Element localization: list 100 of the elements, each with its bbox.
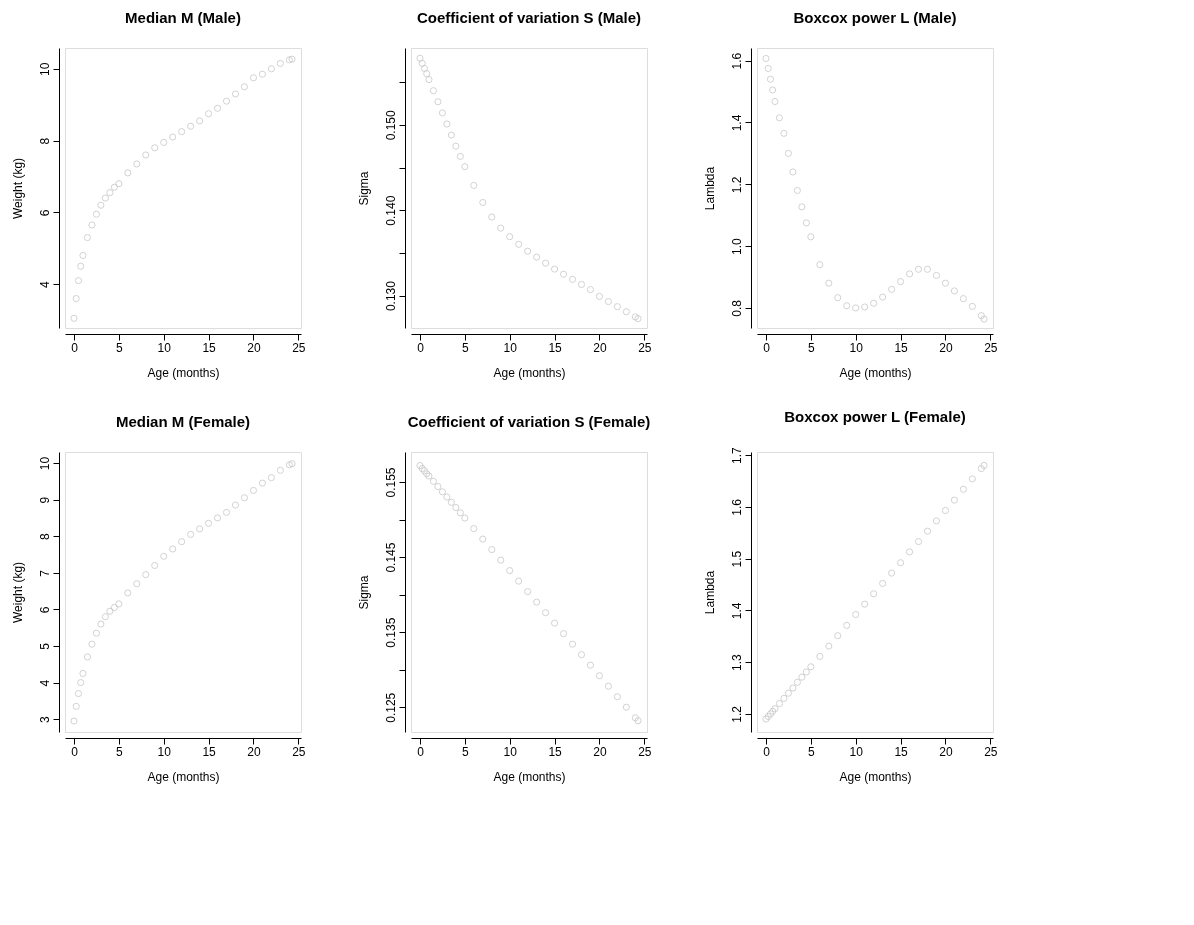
point	[766, 710, 775, 718]
point	[515, 577, 523, 585]
y-axis-title: Sigma	[356, 575, 371, 610]
point	[434, 98, 442, 106]
point	[285, 461, 293, 469]
point	[533, 253, 541, 261]
y-tick-label: 1.4	[729, 114, 744, 132]
point	[92, 629, 100, 637]
point	[533, 598, 541, 606]
y-tick-label: 9	[37, 496, 52, 504]
point	[142, 571, 150, 579]
x-tick-label: 20	[247, 744, 261, 759]
x-tick-label: 5	[116, 340, 123, 355]
x-tick-label: 5	[462, 340, 469, 355]
point	[784, 149, 792, 157]
point	[438, 109, 446, 117]
point	[631, 313, 639, 321]
point	[479, 198, 487, 207]
point	[434, 482, 442, 491]
point	[807, 663, 815, 671]
point	[133, 160, 141, 168]
point	[595, 672, 604, 680]
point	[769, 86, 777, 94]
point	[802, 668, 810, 676]
x-tick-label: 20	[939, 340, 953, 355]
x-tick-label: 20	[939, 744, 953, 759]
point	[764, 712, 772, 721]
point	[249, 74, 258, 82]
y-tick-label: 1.3	[729, 653, 744, 671]
y-tick-label: 7	[37, 569, 52, 577]
point	[276, 466, 284, 474]
x-tick-label: 15	[548, 340, 563, 355]
point	[452, 503, 460, 512]
point	[631, 714, 639, 722]
point	[443, 493, 451, 501]
point	[258, 70, 266, 78]
y-tick-label: 1.6	[729, 498, 744, 516]
point	[497, 224, 505, 232]
y-tick-label: 4	[37, 679, 52, 687]
point	[780, 694, 788, 702]
y-tick-label: 8	[37, 137, 52, 145]
point	[142, 151, 150, 159]
point	[124, 589, 132, 597]
point	[834, 632, 842, 640]
x-axis-title: Age (months)	[147, 365, 220, 380]
x-tick-label: 10	[849, 744, 864, 759]
y-tick-label: 1.0	[729, 237, 744, 255]
point	[568, 640, 577, 648]
point	[124, 169, 132, 177]
point	[461, 163, 469, 171]
point	[977, 464, 985, 473]
point	[470, 181, 478, 190]
point	[110, 603, 118, 612]
point	[622, 703, 630, 711]
point	[766, 75, 775, 83]
point	[420, 64, 429, 73]
point	[586, 286, 595, 294]
y-tick-label: 0.125	[383, 692, 398, 723]
x-tick-label: 0	[763, 744, 771, 759]
point	[784, 689, 792, 697]
point	[798, 203, 806, 211]
point	[416, 54, 424, 62]
point	[240, 83, 249, 91]
point	[506, 567, 514, 575]
chart-title: Coefficient of variation S (Male)	[416, 9, 642, 26]
y-tick-label: 0.130	[383, 280, 398, 312]
point	[613, 303, 621, 311]
point	[888, 569, 896, 577]
point	[92, 210, 100, 218]
point	[825, 642, 833, 650]
point	[604, 682, 612, 690]
point	[932, 271, 941, 280]
point	[133, 580, 141, 588]
point	[470, 524, 478, 533]
y-tick-label: 8	[37, 533, 52, 541]
point	[461, 514, 469, 522]
point	[452, 142, 460, 150]
x-tick-label: 15	[548, 744, 563, 759]
point	[267, 65, 275, 73]
x-axis-title: Age (months)	[147, 769, 220, 784]
point	[447, 131, 455, 139]
y-tick-label: 1.7	[729, 446, 744, 464]
point	[789, 684, 797, 692]
x-tick-label: 10	[503, 744, 518, 759]
x-axis-title: Age (months)	[493, 769, 566, 784]
point	[634, 717, 642, 725]
x-tick-label: 25	[984, 340, 998, 355]
point	[70, 717, 78, 725]
point	[160, 552, 168, 560]
x-tick-label: 20	[247, 340, 261, 355]
point	[968, 475, 976, 483]
x-axis-title: Age (months)	[839, 769, 912, 784]
point	[479, 535, 487, 543]
x-axis-title: Age (months)	[839, 365, 912, 380]
chart-title: Coefficient of variation S (Female)	[407, 413, 651, 430]
y-tick-label: 0.155	[383, 467, 398, 498]
point	[542, 609, 550, 617]
point	[506, 233, 514, 241]
y-tick-label: 0.140	[383, 195, 398, 226]
point	[905, 270, 914, 278]
